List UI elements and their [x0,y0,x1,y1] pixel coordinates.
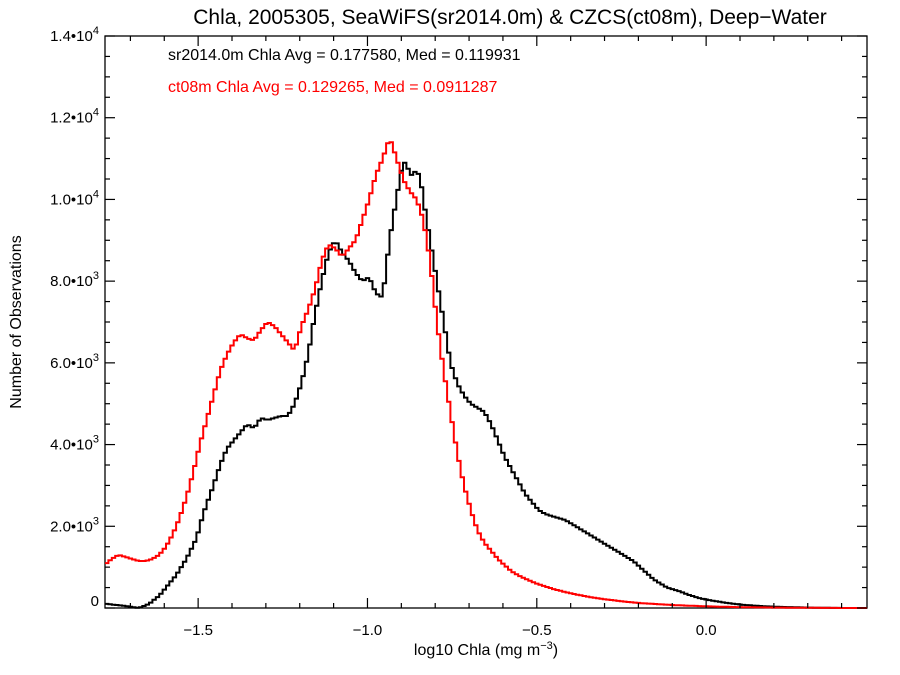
y-tick-label: 6.0•103 [50,352,99,372]
plot-area [104,35,868,609]
series-layer [105,141,867,609]
series-line-1 [105,141,867,609]
plot-frame [104,35,868,609]
x-axis-label: log10 Chla (mg m−3) [414,640,558,659]
x-tick-label: −1.5 [183,622,213,639]
y-tick-label: 1.0•104 [50,188,99,208]
x-axis-ticks: −1.5 −1.0 −0.5 0.0 [129,36,843,639]
x-tick-label: 0.0 [696,622,717,639]
y-tick-label: 0 [91,593,99,610]
y-axis-ticks: 0 2.0•103 4.0•103 6.0•103 8.0•103 1.0•104 1.2•… [50,25,867,610]
y-tick-label: 1.2•104 [50,107,99,127]
x-tick-label: −0.5 [522,622,552,639]
x-tick-label: −1.0 [353,622,383,639]
chart-title: Chla, 2005305, SeaWiFS(sr2014.0m) & CZCS… [193,6,827,29]
annotation-sr2014: sr2014.0m Chla Avg = 0.177580, Med = 0.1… [168,47,521,64]
annotation-ct08m: ct08m Chla Avg = 0.129265, Med = 0.09112… [168,79,498,96]
y-tick-label: 1.4•104 [50,25,99,45]
y-tick-label: 4.0•103 [50,434,99,454]
y-axis-label: Number of Observations [8,235,25,408]
series-line-0 [105,161,867,609]
y-tick-label: 2.0•103 [50,515,99,535]
y-tick-label: 8.0•103 [50,270,99,290]
